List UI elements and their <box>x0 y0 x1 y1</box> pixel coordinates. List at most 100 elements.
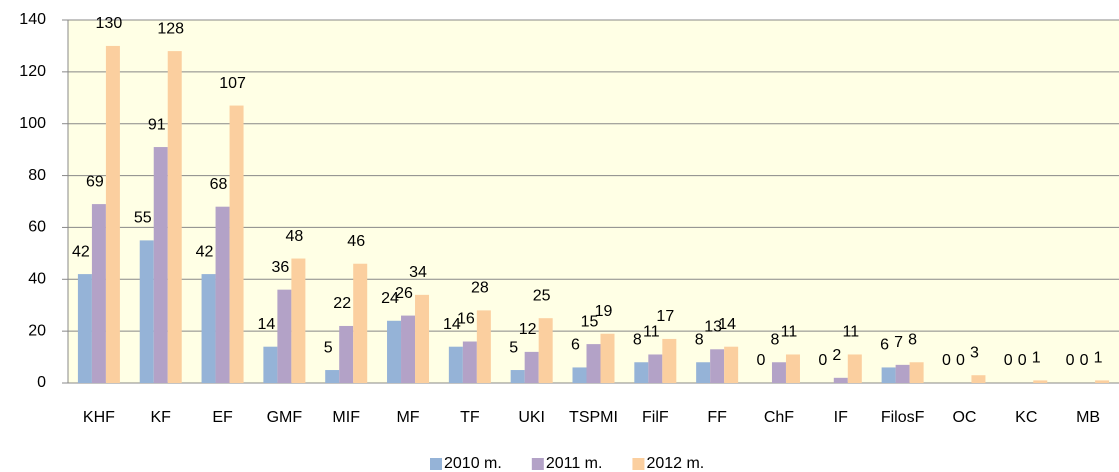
x-tick-label: TSPMI <box>569 409 618 426</box>
data-label: 11 <box>781 324 798 341</box>
data-label: 107 <box>219 75 246 92</box>
data-label: 25 <box>533 287 551 304</box>
data-label: 34 <box>409 264 427 281</box>
data-label: 0 <box>1004 352 1013 369</box>
y-tick-label: 100 <box>19 115 46 132</box>
bar <box>881 367 896 383</box>
bar <box>634 362 649 383</box>
x-tick-label: IF <box>834 409 848 426</box>
data-label: 6 <box>571 337 580 354</box>
bar <box>696 362 711 383</box>
bar <box>387 320 402 383</box>
bar <box>462 341 477 383</box>
data-label: 0 <box>818 352 827 369</box>
bar <box>353 263 368 383</box>
bar <box>710 349 725 383</box>
bar <box>510 370 525 383</box>
x-tick-label: MF <box>396 409 419 426</box>
data-label: 26 <box>395 285 413 302</box>
legend-swatch <box>430 458 442 470</box>
x-tick-label: KHF <box>83 409 115 426</box>
data-label: 0 <box>757 352 766 369</box>
bar <box>91 204 106 383</box>
bar <box>538 318 553 383</box>
legend-swatch <box>531 458 544 470</box>
bar <box>291 258 306 383</box>
x-tick-label: OC <box>952 409 976 426</box>
bar <box>277 289 292 383</box>
bar <box>448 346 463 383</box>
legend-label: 2011 m. <box>546 455 603 472</box>
x-tick-label: UKI <box>518 409 545 426</box>
data-label: 5 <box>324 339 333 356</box>
data-label: 55 <box>134 210 152 227</box>
data-label: 19 <box>595 303 613 320</box>
data-label: 36 <box>271 259 289 276</box>
data-label: 11 <box>842 324 859 341</box>
legend-label: 2012 m. <box>646 455 704 472</box>
data-label: 14 <box>718 316 736 333</box>
bar <box>600 333 615 383</box>
x-tick-label: FF <box>707 409 727 426</box>
data-label: 0 <box>956 352 965 369</box>
data-label: 8 <box>908 331 917 348</box>
data-label: 22 <box>333 295 351 312</box>
data-label: 8 <box>771 331 780 348</box>
data-label: 0 <box>1080 352 1089 369</box>
bar <box>201 274 216 383</box>
data-label: 15 <box>581 313 599 330</box>
y-tick-label: 40 <box>28 271 46 288</box>
bar <box>847 354 862 383</box>
y-tick-label: 80 <box>28 167 46 184</box>
y-tick-label: 60 <box>28 219 46 236</box>
data-label: 14 <box>257 316 275 333</box>
data-label: 17 <box>656 308 674 325</box>
bar <box>572 367 587 383</box>
bar <box>586 344 601 383</box>
bar <box>662 338 677 383</box>
data-label: 11 <box>643 324 660 341</box>
data-label: 69 <box>86 173 104 190</box>
bar <box>971 375 986 383</box>
bar <box>339 325 354 383</box>
x-tick-label: KF <box>151 409 172 426</box>
data-label: 42 <box>72 243 90 260</box>
data-label: 5 <box>509 339 518 356</box>
x-tick-label: FilF <box>642 409 669 426</box>
y-tick-label: 0 <box>37 374 46 391</box>
data-label: 14 <box>443 316 461 333</box>
data-label: 128 <box>157 20 184 37</box>
data-label: 1 <box>1032 350 1041 367</box>
x-tick-label: MB <box>1076 409 1100 426</box>
legend-label: 2010 m. <box>444 455 502 472</box>
data-label: 24 <box>381 290 399 307</box>
bar <box>895 364 910 383</box>
y-tick-label: 20 <box>28 322 46 339</box>
bar <box>263 346 278 383</box>
bar <box>105 45 120 384</box>
bar <box>833 377 848 383</box>
data-label: 13 <box>704 319 722 336</box>
data-label: 12 <box>519 321 537 338</box>
data-label: 42 <box>196 243 214 260</box>
bar <box>771 362 786 383</box>
bar <box>77 274 92 383</box>
bar <box>1095 380 1110 383</box>
bar <box>153 147 168 383</box>
bar <box>785 354 800 383</box>
bar <box>476 310 491 383</box>
x-tick-label: GMF <box>267 409 303 426</box>
bar <box>1033 380 1048 383</box>
data-label: 0 <box>942 352 951 369</box>
x-tick-label: EF <box>212 409 233 426</box>
bar <box>415 294 430 383</box>
data-label: 2 <box>832 347 841 364</box>
data-label: 48 <box>285 228 303 245</box>
data-label: 28 <box>471 280 489 297</box>
data-label: 6 <box>880 337 889 354</box>
x-tick-label: MIF <box>332 409 360 426</box>
data-label: 46 <box>347 233 365 250</box>
data-label: 3 <box>970 344 979 361</box>
x-tick-label: FilosF <box>881 409 925 426</box>
